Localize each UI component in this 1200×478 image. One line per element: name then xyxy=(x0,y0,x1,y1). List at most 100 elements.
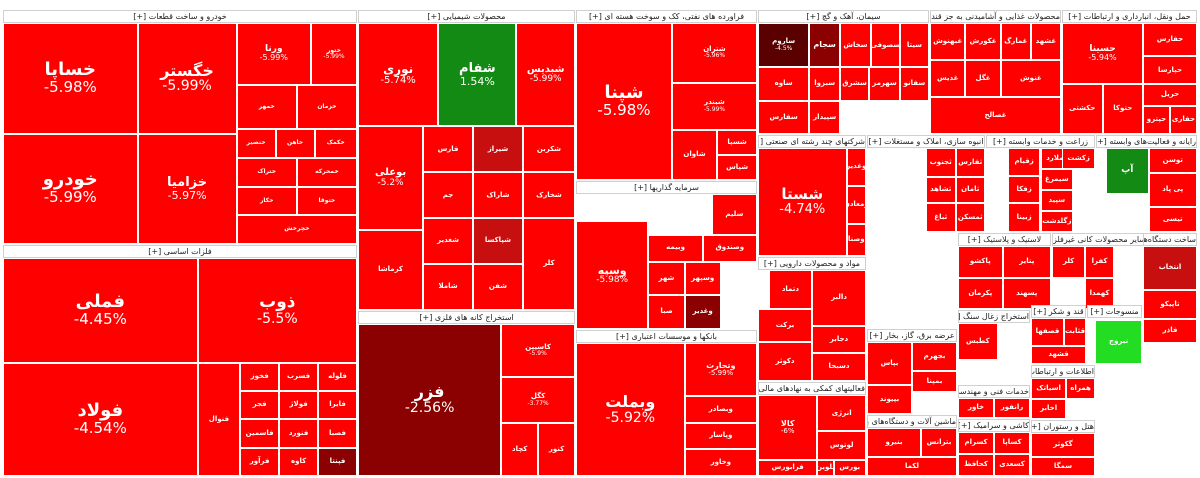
treemap-tile[interactable]: نبروج xyxy=(1095,320,1142,364)
treemap-tile[interactable]: ثشاهد xyxy=(926,177,956,203)
treemap-tile[interactable]: ثفارس xyxy=(955,148,985,178)
treemap-tile[interactable]: ختوقا xyxy=(296,186,357,216)
treemap-tile[interactable]: کچاد xyxy=(501,422,539,476)
treemap-tile[interactable]: فزر -2.56% xyxy=(358,324,502,476)
treemap-tile[interactable]: خگستر -5.99% xyxy=(137,23,237,134)
sector-header[interactable]: مواد و محصولات دارویی [+] xyxy=(758,257,866,270)
treemap-tile[interactable]: سفارس xyxy=(758,100,810,134)
treemap-tile[interactable]: کفرا xyxy=(1085,246,1114,278)
sector-header[interactable]: عرضه برق، گاز، بخار [+] xyxy=(867,329,957,342)
treemap-tile[interactable]: حپترو xyxy=(1143,106,1170,134)
treemap-tile[interactable]: حریل xyxy=(1143,84,1197,107)
treemap-tile[interactable]: آپ xyxy=(1106,148,1149,195)
treemap-tile[interactable]: شاملا xyxy=(423,264,473,310)
treemap-tile[interactable]: پکرمان xyxy=(958,277,1003,309)
treemap-tile[interactable]: کساپا xyxy=(994,432,1030,454)
treemap-tile[interactable]: خنصیر xyxy=(236,129,276,158)
treemap-tile[interactable]: زکشت xyxy=(1062,148,1095,169)
treemap-tile[interactable]: سپیدار xyxy=(809,100,841,134)
treemap-tile[interactable]: پتایر xyxy=(1002,246,1051,278)
treemap-tile[interactable]: پی پاد xyxy=(1148,173,1197,207)
sector-header[interactable]: منسوجات [+] xyxy=(1087,305,1142,318)
sector-header[interactable]: محصولات شیمیایی [+] xyxy=(358,10,575,23)
treemap-tile[interactable]: شپاکسا xyxy=(473,218,523,265)
treemap-tile[interactable]: بپیوند xyxy=(867,385,912,414)
treemap-tile[interactable]: حتوکا xyxy=(1102,84,1143,134)
treemap-tile[interactable]: غدیس xyxy=(930,59,966,98)
treemap-tile[interactable]: شبندر -5.99% xyxy=(671,82,757,130)
treemap-tile[interactable]: ذوب -5.5% xyxy=(197,258,357,363)
treemap-tile[interactable]: شیراز xyxy=(473,126,523,173)
treemap-tile[interactable]: زفکا xyxy=(1007,175,1041,204)
treemap-tile[interactable]: دکوثر xyxy=(758,342,812,381)
treemap-tile[interactable]: خمحرکه xyxy=(296,157,357,187)
treemap-tile[interactable]: حپارسا xyxy=(1143,56,1197,85)
treemap-tile[interactable]: بنیرو xyxy=(867,428,921,457)
treemap-tile[interactable]: کحافظ xyxy=(958,454,994,476)
treemap-tile[interactable]: بوعلی -5.2% xyxy=(358,126,424,230)
treemap-tile[interactable]: اسیاتک xyxy=(1031,378,1067,399)
treemap-tile[interactable]: سبزوا xyxy=(809,67,841,101)
treemap-tile[interactable]: سخاش xyxy=(840,23,871,68)
treemap-tile[interactable]: فارس xyxy=(423,126,473,173)
sector-header[interactable]: انبوه سازی، املاک و مستغلات [+] xyxy=(867,135,985,148)
treemap-tile[interactable]: کلر xyxy=(522,218,575,310)
treemap-tile[interactable]: شغدیر xyxy=(423,218,473,265)
treemap-tile[interactable]: بپاس xyxy=(867,342,912,386)
treemap-tile[interactable]: قشهد xyxy=(1031,345,1086,364)
treemap-tile[interactable]: فاسمین xyxy=(240,419,280,448)
treemap-tile[interactable]: کهمدا xyxy=(1085,277,1114,309)
treemap-tile[interactable]: لوتوس xyxy=(817,431,866,460)
treemap-tile[interactable]: کاسپین -5.9% xyxy=(501,324,575,378)
treemap-tile[interactable]: ثجنوب xyxy=(926,148,956,178)
treemap-tile[interactable]: خزمان xyxy=(296,84,357,130)
treemap-tile[interactable]: پسهند xyxy=(1002,277,1051,309)
treemap-tile[interactable]: زبینا xyxy=(1007,203,1041,232)
sector-header[interactable]: رایانه و فعالیت‌های وابسته [+] xyxy=(1096,135,1197,148)
treemap-tile[interactable]: شتران -5.96% xyxy=(671,23,757,83)
treemap-tile[interactable]: فاذر xyxy=(1143,318,1197,343)
treemap-tile[interactable]: غمارگ xyxy=(1000,23,1031,60)
treemap-tile[interactable]: پاکشو xyxy=(958,246,1003,278)
treemap-tile[interactable]: فولاد -4.54% xyxy=(3,362,198,476)
treemap-tile[interactable]: بجهرم xyxy=(912,342,957,371)
treemap-tile[interactable]: زقیام xyxy=(1007,148,1041,176)
treemap-tile[interactable]: ثامان xyxy=(955,177,985,203)
treemap-tile[interactable]: وسپهر xyxy=(684,261,721,296)
treemap-tile[interactable]: وصنا xyxy=(846,223,866,256)
treemap-tile[interactable]: سمگا xyxy=(1031,456,1095,476)
treemap-tile[interactable]: حفاری xyxy=(1170,106,1197,134)
treemap-tile[interactable]: غنوش xyxy=(1000,59,1061,98)
treemap-tile[interactable]: شخارک xyxy=(522,172,575,219)
treemap-tile[interactable]: وغدیر xyxy=(684,295,721,329)
treemap-tile[interactable]: فولاژ xyxy=(279,390,319,420)
treemap-tile[interactable]: شاوان xyxy=(671,129,718,180)
treemap-tile[interactable]: ومعادن xyxy=(846,185,866,224)
treemap-tile[interactable]: خچرخش xyxy=(236,215,357,244)
treemap-tile[interactable]: کاوه xyxy=(279,447,319,476)
treemap-tile[interactable]: انتخاب xyxy=(1143,246,1197,290)
treemap-tile[interactable]: فایرا xyxy=(318,390,357,420)
treemap-tile[interactable]: سجام xyxy=(809,23,841,68)
treemap-tile[interactable]: وخاور xyxy=(684,449,757,476)
treemap-tile[interactable]: سلیم xyxy=(711,194,757,235)
treemap-tile[interactable]: نوری -5.74% xyxy=(358,23,439,127)
treemap-tile[interactable]: کنور xyxy=(538,422,575,476)
treemap-tile[interactable]: شاراک xyxy=(473,172,523,219)
treemap-tile[interactable]: جم xyxy=(423,172,473,219)
treemap-tile[interactable]: غصالح xyxy=(930,97,1061,134)
treemap-tile[interactable]: قصفها xyxy=(1031,318,1064,346)
treemap-tile[interactable]: شستا -4.74% xyxy=(758,148,847,256)
treemap-tile[interactable]: شفام 1.54% xyxy=(438,23,517,127)
sector-header[interactable]: فعالیتهای کمکی به نهادهای مالی [+] xyxy=(758,382,866,395)
sector-header[interactable]: استخراج کانه های فلزی [+] xyxy=(358,311,575,324)
treemap-tile[interactable]: غبهنوش xyxy=(930,23,966,60)
sector-header[interactable]: سایر محصولات کانی غیرفلزی [+] xyxy=(1052,233,1147,246)
treemap-tile[interactable]: وسپه -5.98% xyxy=(576,221,649,329)
treemap-tile[interactable]: وبصادر xyxy=(684,396,757,423)
treemap-tile[interactable]: حسینا -5.94% xyxy=(1062,23,1143,85)
treemap-tile[interactable]: فرآور xyxy=(240,447,280,476)
treemap-tile[interactable]: فجر xyxy=(240,390,280,420)
treemap-tile[interactable]: فپنتا xyxy=(318,447,357,476)
treemap-tile[interactable]: بمپنا xyxy=(912,370,957,393)
